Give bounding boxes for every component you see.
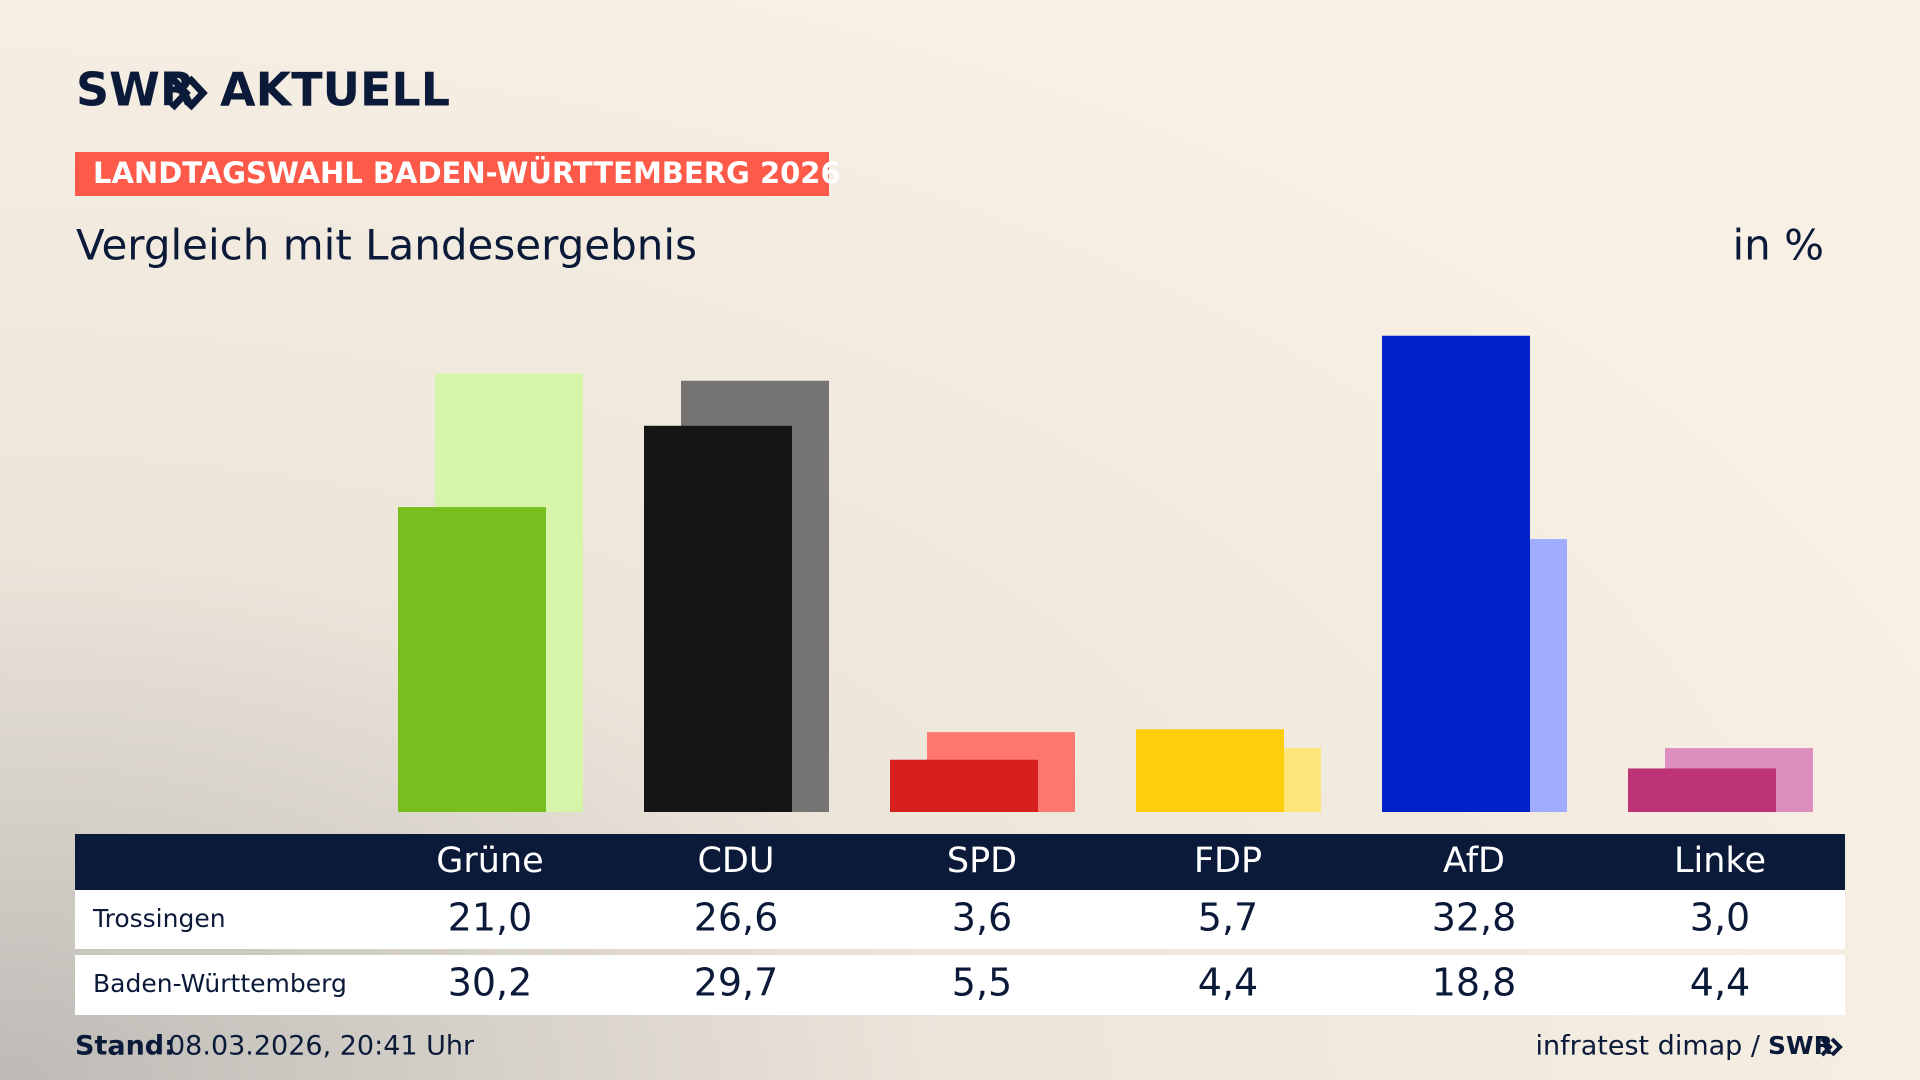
row-label: Baden-Württemberg	[93, 969, 347, 998]
table-row	[75, 955, 1845, 1015]
footer-logo: SWR	[1768, 1031, 1833, 1060]
banner-text: LANDTAGSWAHL BADEN-WÜRTTEMBERG 2026	[93, 156, 841, 190]
column-header: AfD	[1443, 841, 1505, 881]
bar	[1136, 729, 1284, 812]
value-label: 18,8	[1432, 961, 1517, 1005]
banner	[75, 152, 829, 196]
value-label: 4,4	[1198, 961, 1258, 1005]
value-label: 30,2	[448, 961, 533, 1005]
stand-label: Stand:	[75, 1031, 175, 1062]
logo: SWR	[76, 63, 195, 117]
row-label: Trossingen	[92, 904, 226, 933]
value-label: 21,0	[448, 896, 533, 940]
value-label: 5,7	[1198, 896, 1258, 940]
product-name: AKTUELL	[220, 63, 450, 117]
value-label: 3,6	[952, 896, 1012, 940]
value-label: 4,4	[1690, 961, 1750, 1005]
value-label: 29,7	[694, 961, 779, 1005]
value-label: 5,5	[952, 961, 1012, 1005]
column-header: CDU	[697, 841, 774, 881]
chart-title: Vergleich mit Landesergebnis	[76, 221, 697, 270]
stand-date: 08.03.2026, 20:41 Uhr	[168, 1031, 475, 1062]
table-header	[75, 834, 1845, 890]
bar	[644, 425, 792, 812]
table-row	[75, 890, 1845, 949]
value-label: 26,6	[694, 896, 779, 940]
bar	[398, 507, 546, 812]
unit-label: in %	[1732, 221, 1824, 270]
bar	[1382, 335, 1530, 812]
value-label: 32,8	[1432, 896, 1517, 940]
column-header: Linke	[1674, 841, 1766, 881]
value-label: 3,0	[1690, 896, 1750, 940]
column-header: SPD	[947, 841, 1017, 881]
source: infratest dimap /	[1535, 1031, 1760, 1062]
column-header: Grüne	[436, 841, 543, 881]
bar	[1628, 768, 1776, 812]
footer-chevrons	[1820, 1037, 1843, 1057]
logo-chevrons	[169, 75, 208, 111]
column-header: FDP	[1194, 841, 1262, 881]
bar	[890, 759, 1038, 812]
